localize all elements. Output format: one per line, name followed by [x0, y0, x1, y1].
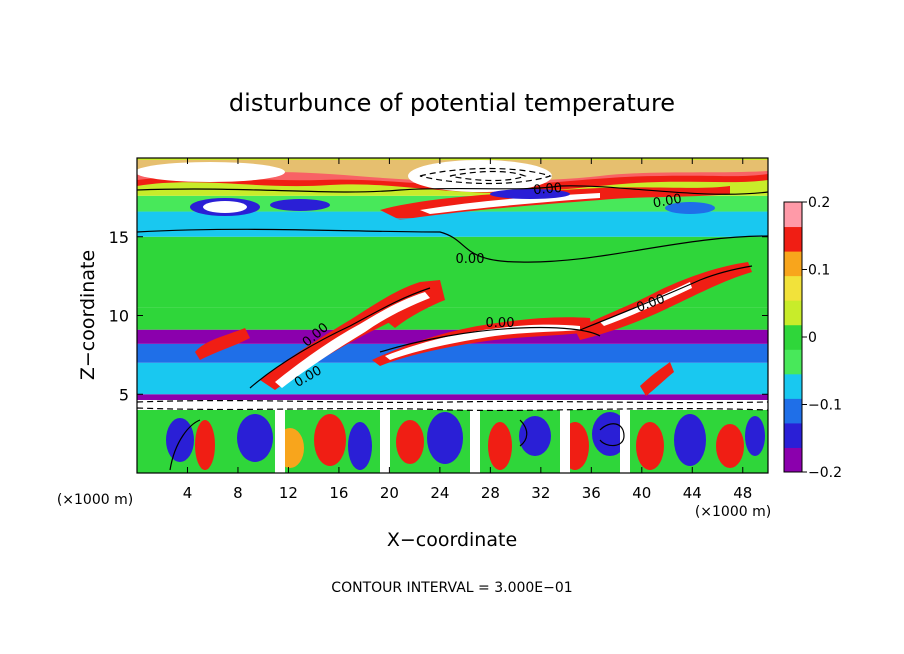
contour-line — [137, 407, 768, 412]
x-tick-label: 40 — [632, 484, 651, 502]
turbulence-cell — [636, 422, 664, 470]
x-tick-label: 4 — [183, 484, 193, 502]
white-patch — [203, 201, 247, 213]
x-axis-ticks: 4 8 12 16 20 24 28 32 36 40 44 48 — [183, 158, 752, 502]
contour-label: 0.00 — [652, 192, 683, 212]
colorbar-ticks: 0.2 0.1 0 −0.1 −0.2 — [802, 195, 842, 481]
y-tick-label: 10 — [109, 307, 129, 326]
contour-line — [579, 265, 753, 331]
x-axis-label: X−coordinate — [387, 529, 517, 551]
cool-patch — [665, 202, 715, 214]
x-tick-label: 48 — [733, 484, 752, 502]
x-tick-label: 36 — [582, 484, 601, 502]
colorbar-segment — [784, 202, 802, 228]
contour-line — [137, 185, 768, 195]
colorbar — [783, 201, 803, 473]
x-tick-label: 12 — [279, 484, 298, 502]
field-band — [137, 394, 768, 406]
white-column — [620, 410, 630, 473]
turbulence-cell — [488, 422, 512, 470]
colorbar-segment — [784, 300, 802, 326]
white-patch — [420, 193, 600, 214]
turbulence-cell — [348, 422, 372, 470]
contour-line — [249, 287, 431, 389]
contour-interval-note: CONTOUR INTERVAL = 3.000E−01 — [331, 580, 572, 596]
field-band — [137, 307, 768, 330]
contour-label: 0.00 — [456, 252, 485, 267]
x-tick-label: 8 — [233, 484, 243, 502]
colorbar-tick-label: −0.1 — [808, 398, 842, 414]
contour-lines — [137, 167, 768, 471]
x-tick-label: 28 — [481, 484, 500, 502]
x-tick-label: 20 — [380, 484, 399, 502]
y-tick-label: 5 — [119, 385, 129, 404]
white-column — [560, 410, 570, 473]
contour-label: 0.00 — [486, 316, 515, 331]
turbulence-cell — [674, 414, 706, 466]
colorbar-segment — [784, 422, 802, 448]
white-core — [275, 292, 430, 388]
contour-line — [519, 419, 528, 447]
contour-line — [379, 326, 601, 353]
colorbar-tick-label: 0.2 — [808, 195, 830, 211]
white-layer — [137, 400, 768, 410]
colorbar-segment — [784, 251, 802, 277]
y-tick-label: 15 — [109, 228, 129, 247]
turbulence-cell — [427, 412, 463, 464]
contour-line — [599, 423, 625, 447]
colorbar-tick-label: −0.2 — [808, 465, 842, 481]
white-patch — [408, 160, 552, 192]
x-unit-right: (×1000 m) — [695, 504, 771, 520]
turbulence-cell — [396, 420, 424, 464]
warm-plume — [385, 290, 445, 328]
x-tick-label: 16 — [329, 484, 348, 502]
warm-plume — [640, 362, 674, 396]
contour-line — [137, 399, 768, 404]
turbulence-cell — [519, 416, 551, 456]
x-tick-label: 24 — [430, 484, 449, 502]
contour-label: 0.00 — [533, 181, 563, 198]
contour-line — [169, 419, 201, 471]
colorbar-segment — [784, 447, 802, 473]
cool-patch — [270, 199, 330, 211]
white-column — [470, 410, 480, 473]
colorbar-segment — [784, 275, 802, 301]
warm-plume — [195, 328, 250, 360]
colorbar-tick-label: 0.1 — [808, 263, 830, 279]
colorbar-segment — [784, 398, 802, 424]
turbulence-cell — [314, 414, 346, 466]
white-patch — [137, 162, 285, 182]
turbulence-cell — [716, 424, 744, 468]
turbulence-cell — [745, 416, 765, 456]
chart-title: disturbunce of potential temperature — [229, 89, 675, 117]
colorbar-segment — [784, 324, 802, 350]
turbulence-cell — [195, 420, 215, 470]
x-unit-left: (×1000 m) — [57, 492, 133, 508]
y-axis-ticks: 5 10 15 — [109, 228, 768, 404]
cool-patch — [490, 189, 570, 199]
warm-streak — [380, 186, 730, 220]
colorbar-tick-label: 0 — [808, 330, 817, 346]
turbulence-cell — [237, 414, 273, 462]
white-column — [380, 410, 390, 473]
contour-line — [449, 170, 527, 182]
contour-line — [137, 228, 768, 263]
colorbar-segment — [784, 226, 802, 252]
field-band — [137, 343, 768, 363]
contour-line — [419, 167, 552, 185]
x-tick-label: 44 — [683, 484, 702, 502]
field-band — [137, 362, 768, 395]
colorbar-segment — [784, 373, 802, 399]
heatmap-field — [137, 158, 768, 473]
white-column — [275, 410, 285, 473]
cool-layer — [137, 218, 768, 230]
colorbar-segment — [784, 349, 802, 375]
x-tick-label: 32 — [531, 484, 550, 502]
y-axis-label: Z−coordinate — [77, 250, 99, 380]
